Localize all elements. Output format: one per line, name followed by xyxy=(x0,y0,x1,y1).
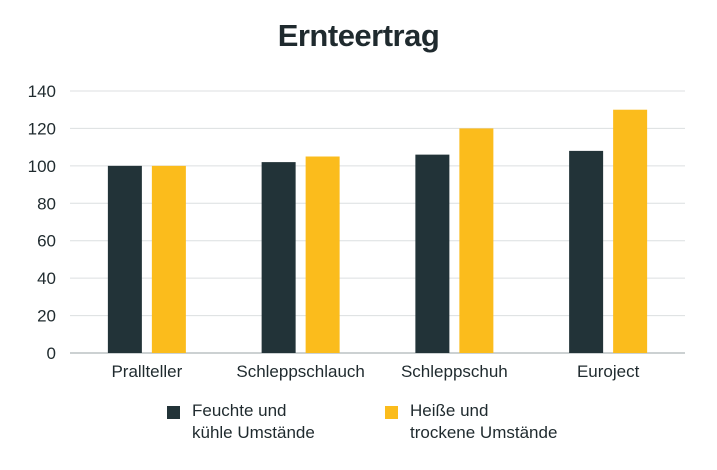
y-tick-label: 80 xyxy=(37,194,56,213)
chart-title: Ernteertrag xyxy=(277,18,440,53)
legend-swatch-series-2 xyxy=(385,406,398,419)
bar-series-2 xyxy=(613,109,648,353)
bar-series-2 xyxy=(459,128,494,353)
legend-swatch-series-1 xyxy=(167,406,180,419)
legend-label-series-1: Feuchte und kühle Umstände xyxy=(192,400,315,444)
x-tick-label: Euroject xyxy=(577,362,640,381)
y-tick-label: 120 xyxy=(28,119,56,138)
bar-series-2 xyxy=(151,165,186,353)
bar-series-1 xyxy=(261,162,296,353)
y-tick-label: 20 xyxy=(37,307,56,326)
y-tick-label: 40 xyxy=(37,269,56,288)
bars xyxy=(107,109,648,353)
bar-series-1 xyxy=(415,154,450,353)
legend-label-line: Feuchte und xyxy=(192,401,287,420)
x-axis-ticks: Prallteller Schleppschlauch Schleppschuh Eu… xyxy=(111,362,639,381)
legend-label-line: Heiße und xyxy=(410,401,489,420)
legend-item-series-2: Heiße und trockene Umstände xyxy=(385,400,557,444)
x-tick-label: Schleppschlauch xyxy=(236,362,365,381)
legend-label-line: kühle Umstände xyxy=(192,423,315,442)
y-tick-label: 0 xyxy=(47,344,56,363)
x-tick-label: Prallteller xyxy=(111,362,182,381)
bar-series-2 xyxy=(305,156,340,353)
y-tick-label: 100 xyxy=(28,157,56,176)
legend-item-series-1: Feuchte und kühle Umstände xyxy=(167,400,315,444)
legend-label-line: trockene Umstände xyxy=(410,423,558,442)
legend-label-series-2: Heiße und trockene Umstände xyxy=(410,400,557,444)
y-axis-ticks: 0 20 40 60 80 100 120 140 xyxy=(28,82,56,363)
y-tick-label: 60 xyxy=(37,232,56,251)
bar-series-1 xyxy=(107,165,142,353)
bar-series-1 xyxy=(569,150,604,353)
x-tick-label: Schleppschuh xyxy=(401,362,508,381)
y-tick-label: 140 xyxy=(28,82,56,101)
